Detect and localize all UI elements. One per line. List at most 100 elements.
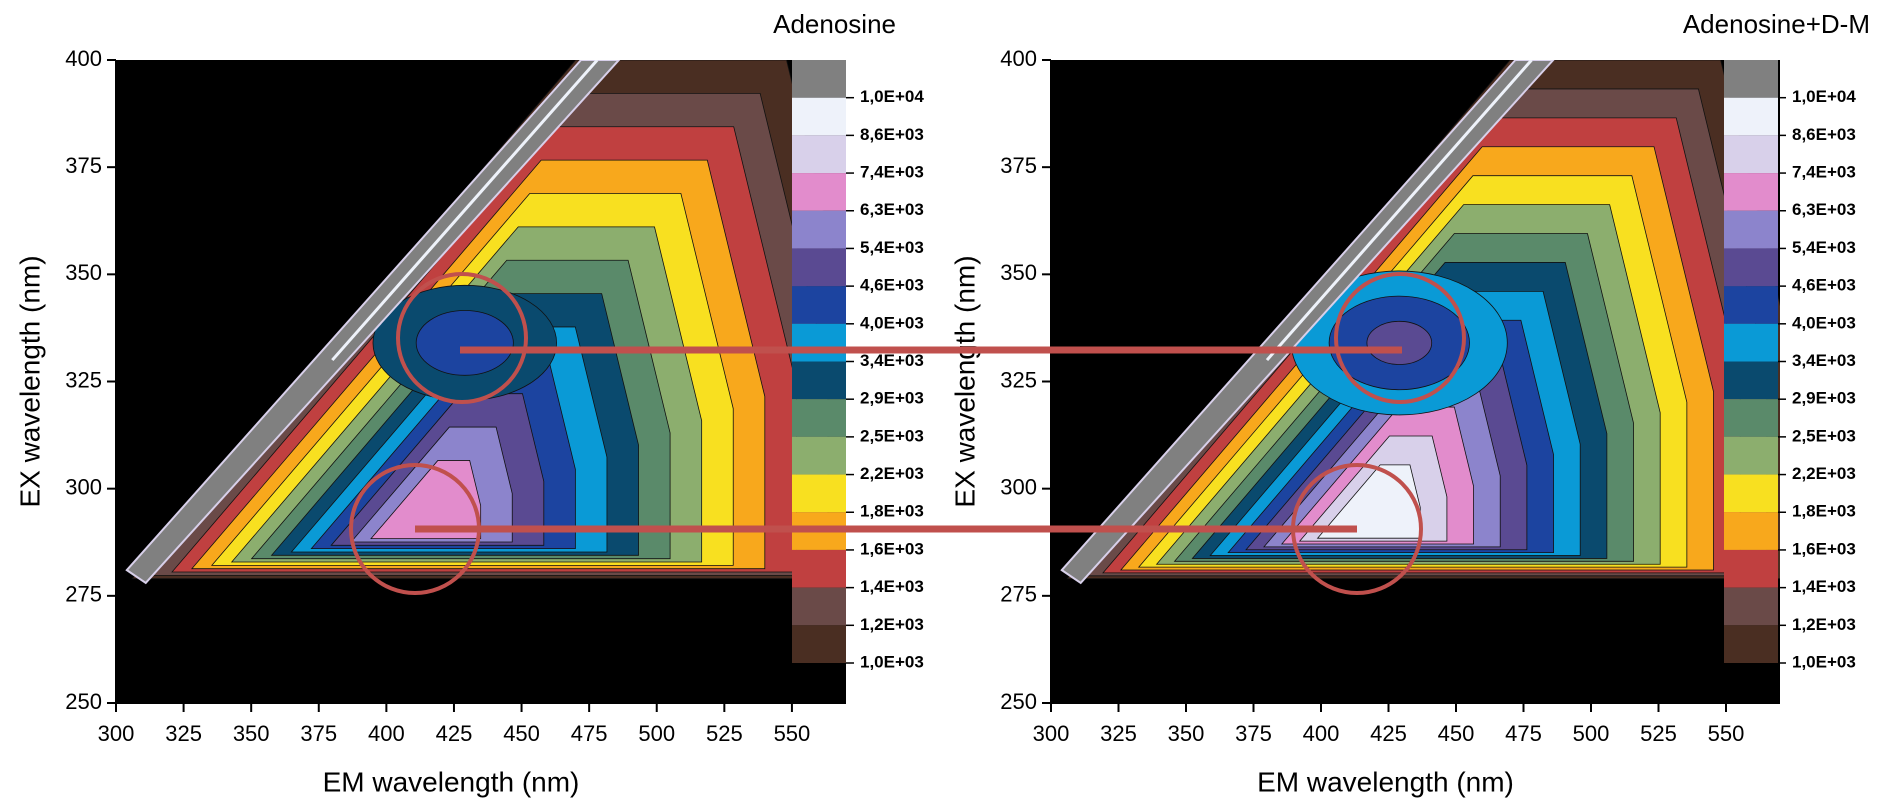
x-tick-label: 375 xyxy=(300,721,337,746)
colorbar-label: 1,0E+03 xyxy=(860,652,924,671)
colorbar-band xyxy=(792,286,846,324)
colorbar-label: 6,3E+03 xyxy=(1792,200,1856,219)
colorbar-label: 8,6E+03 xyxy=(1792,125,1856,144)
x-tick-label: 475 xyxy=(571,721,608,746)
colorbar-band xyxy=(1724,587,1778,626)
y-tick-label: 300 xyxy=(1000,474,1037,499)
colorbar-band xyxy=(1724,474,1778,513)
y-tick-label: 300 xyxy=(65,474,102,499)
colorbar-label: 1,0E+04 xyxy=(860,87,924,106)
colorbar-band xyxy=(792,248,846,287)
colorbar-band xyxy=(1724,625,1778,663)
x-axis-label: EM wavelength (nm) xyxy=(1257,766,1514,797)
colorbar-label: 1,2E+03 xyxy=(860,615,924,634)
colorbar-label: 2,2E+03 xyxy=(1792,464,1856,483)
colorbar-label: 5,4E+03 xyxy=(860,238,924,257)
y-tick-label: 250 xyxy=(1000,689,1037,714)
x-tick-label: 400 xyxy=(368,721,405,746)
colorbar-label: 4,0E+03 xyxy=(1792,313,1856,332)
scatter-band xyxy=(1060,60,1555,585)
colorbar-label: 1,0E+04 xyxy=(1792,87,1856,106)
y-tick-label: 275 xyxy=(65,582,102,607)
colorbar-label: 1,6E+03 xyxy=(1792,539,1856,558)
colorbar-label: 4,6E+03 xyxy=(860,276,924,295)
y-tick-label: 375 xyxy=(65,153,102,178)
x-tick-label: 525 xyxy=(706,721,743,746)
scatter-band xyxy=(125,60,621,585)
y-tick-label: 325 xyxy=(65,367,102,392)
x-tick-label: 350 xyxy=(233,721,270,746)
colorbar-band xyxy=(1724,399,1778,437)
scatter-core xyxy=(1265,60,1533,362)
highlight-circle xyxy=(396,272,528,404)
colorbar-band xyxy=(792,625,846,663)
colorbar-label: 2,9E+03 xyxy=(1792,389,1856,408)
colorbar-band xyxy=(1724,135,1778,174)
colorbar-band xyxy=(792,549,846,588)
colorbar-band xyxy=(1724,323,1778,362)
colorbar-label: 8,6E+03 xyxy=(860,125,924,144)
colorbar-band xyxy=(792,135,846,174)
x-tick-label: 550 xyxy=(1708,721,1745,746)
colorbar-band xyxy=(792,97,846,136)
colorbar-label: 1,6E+03 xyxy=(860,539,924,558)
x-tick-label: 450 xyxy=(503,721,540,746)
y-tick-label: 325 xyxy=(1000,367,1037,392)
colorbar-label: 1,8E+03 xyxy=(860,502,924,521)
colorbar-band xyxy=(1724,248,1778,287)
x-tick-label: 375 xyxy=(1235,721,1272,746)
colorbar-label: 2,5E+03 xyxy=(1792,426,1856,445)
y-tick-label: 350 xyxy=(65,260,102,285)
x-tick-label: 300 xyxy=(1033,721,1070,746)
colorbar-label: 4,0E+03 xyxy=(860,313,924,332)
colorbar-label: 4,6E+03 xyxy=(1792,276,1856,295)
x-tick-label: 525 xyxy=(1640,721,1677,746)
colorbar-band xyxy=(792,323,846,362)
x-tick-label: 550 xyxy=(774,721,811,746)
x-tick-label: 325 xyxy=(165,721,202,746)
colorbar-band xyxy=(792,361,846,400)
colorbar-band xyxy=(1724,361,1778,400)
scatter-core xyxy=(331,60,599,362)
colorbar-band xyxy=(792,399,846,437)
x-tick-label: 425 xyxy=(1370,721,1407,746)
colorbar-band xyxy=(792,474,846,513)
contour-band xyxy=(1316,464,1421,539)
x-tick-label: 450 xyxy=(1438,721,1475,746)
x-tick-label: 325 xyxy=(1100,721,1137,746)
colorbar-band xyxy=(1724,286,1778,324)
chart-title: Adenosine xyxy=(773,9,896,39)
y-tick-label: 400 xyxy=(65,46,102,71)
colorbar-label: 5,4E+03 xyxy=(1792,238,1856,257)
colorbar-label: 7,4E+03 xyxy=(860,163,924,182)
colorbar-label: 1,0E+03 xyxy=(1792,652,1856,671)
colorbar-band xyxy=(1724,549,1778,588)
colorbar-band xyxy=(792,60,846,98)
x-tick-label: 500 xyxy=(1573,721,1610,746)
colorbar-band xyxy=(1724,512,1778,550)
y-axis-label: EX wavelength (nm) xyxy=(949,255,980,507)
x-axis-label: EM wavelength (nm) xyxy=(323,766,580,797)
colorbar-label: 6,3E+03 xyxy=(860,200,924,219)
colorbar-band xyxy=(1724,173,1778,211)
y-tick-label: 250 xyxy=(65,689,102,714)
contour-field xyxy=(125,60,846,585)
colorbar-label: 2,5E+03 xyxy=(860,426,924,445)
x-tick-label: 300 xyxy=(98,721,135,746)
colorbar-band xyxy=(792,210,846,249)
colorbar-label: 1,8E+03 xyxy=(1792,502,1856,521)
y-tick-label: 400 xyxy=(1000,46,1037,71)
x-tick-label: 350 xyxy=(1168,721,1205,746)
colorbar-label: 3,4E+03 xyxy=(1792,351,1856,370)
colorbar-label: 2,9E+03 xyxy=(860,389,924,408)
x-tick-label: 400 xyxy=(1303,721,1340,746)
contour-band xyxy=(1366,320,1433,365)
colorbar-label: 1,4E+03 xyxy=(860,577,924,596)
contour-band xyxy=(415,310,514,376)
y-tick-label: 375 xyxy=(1000,153,1037,178)
colorbar-label: 1,4E+03 xyxy=(1792,577,1856,596)
highlight-circle xyxy=(1334,272,1466,404)
x-tick-label: 475 xyxy=(1505,721,1542,746)
